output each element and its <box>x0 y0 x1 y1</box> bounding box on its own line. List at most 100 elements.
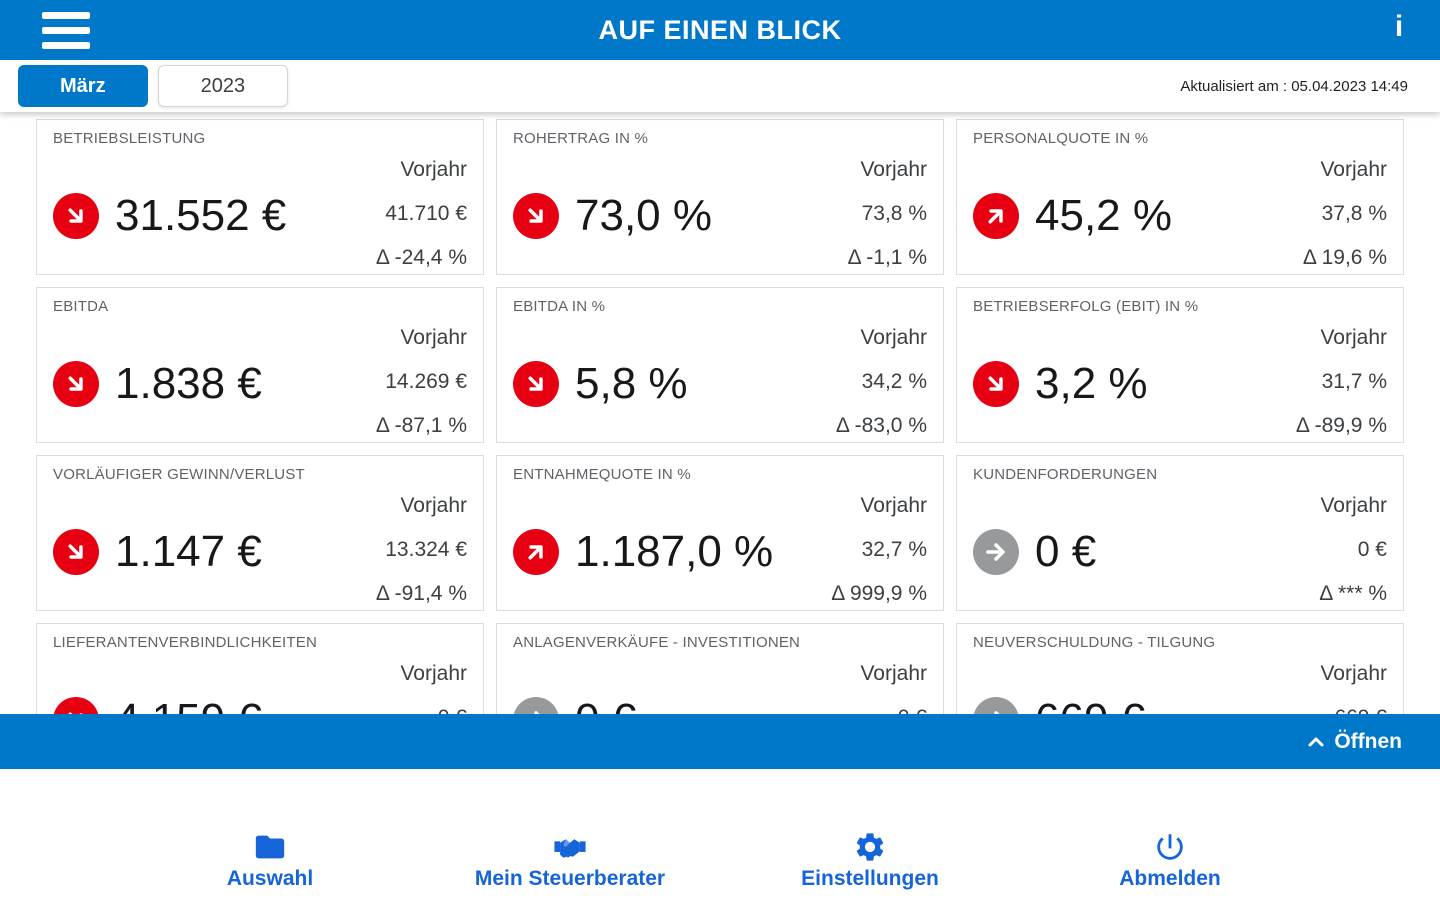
vorjahr-label: Vorjahr <box>400 326 467 349</box>
trend-arrow-icon <box>513 529 559 575</box>
value-row: 3,2 % <box>973 358 1148 410</box>
delta-value: Δ *** % <box>1319 582 1387 605</box>
kpi-card[interactable]: BETRIEBSERFOLG (EBIT) IN % Vorjahr 31,7 … <box>956 287 1404 443</box>
delta-value: Δ -1,1 % <box>847 246 927 269</box>
card-title: BETRIEBSLEISTUNG <box>53 130 206 147</box>
vorjahr-label: Vorjahr <box>860 494 927 517</box>
info-icon[interactable]: i <box>1394 10 1404 43</box>
vorjahr-label: Vorjahr <box>1320 662 1387 685</box>
vorjahr-label: Vorjahr <box>400 662 467 685</box>
vorjahr-value: 13.324 € <box>385 538 467 561</box>
card-value: 45,2 % <box>1035 191 1172 240</box>
trend-arrow-icon <box>973 361 1019 407</box>
trend-arrow-icon <box>53 361 99 407</box>
delta-value: Δ 999,9 % <box>831 582 927 605</box>
vorjahr-column: Vorjahr 34,2 % Δ -83,0 % <box>836 326 927 438</box>
vorjahr-column: Vorjahr 31,7 % Δ -89,9 % <box>1296 326 1387 438</box>
vorjahr-column: Vorjahr 41.710 € Δ -24,4 % <box>376 158 467 270</box>
card-value: 1.838 € <box>115 359 262 408</box>
nav-label: Abmelden <box>1119 867 1221 890</box>
vorjahr-column: Vorjahr 73,8 % Δ -1,1 % <box>848 158 927 270</box>
vorjahr-value: 14.269 € <box>385 370 467 393</box>
trend-arrow-icon <box>53 193 99 239</box>
card-value: 31.552 € <box>115 191 287 240</box>
value-row: 45,2 % <box>973 190 1172 242</box>
vorjahr-column: Vorjahr 37,8 % Δ 19,6 % <box>1303 158 1387 270</box>
kpi-card[interactable]: PERSONALQUOTE IN % Vorjahr 37,8 % Δ 19,6… <box>956 119 1404 275</box>
value-row: 31.552 € <box>53 190 286 242</box>
card-title: NEUVERSCHULDUNG - TILGUNG <box>973 634 1216 651</box>
vorjahr-label: Vorjahr <box>1320 158 1387 181</box>
delta-value: Δ -83,0 % <box>835 414 927 437</box>
value-row: 0 € <box>973 526 1096 578</box>
vorjahr-label: Vorjahr <box>1320 326 1387 349</box>
tab-year[interactable]: 2023 <box>157 65 289 107</box>
vorjahr-column: Vorjahr 32,7 % Δ 999,9 % <box>831 494 927 606</box>
delta-value: Δ -91,4 % <box>375 582 467 605</box>
card-title: EBITDA IN % <box>513 298 606 315</box>
vorjahr-label: Vorjahr <box>860 662 927 685</box>
vorjahr-column: Vorjahr 13.324 € Δ -91,4 % <box>376 494 467 606</box>
card-value: 0 € <box>1035 527 1097 576</box>
card-value: 5,8 % <box>575 359 688 408</box>
delta-value: Δ -87,1 % <box>375 414 467 437</box>
bottom-nav: Auswahl Mein Steuerberater Einstellungen… <box>0 823 1440 900</box>
card-title: LIEFERANTENVERBINDLICHKEITEN <box>53 634 317 651</box>
kpi-card[interactable]: ENTNAHMEQUOTE IN % Vorjahr 32,7 % Δ 999,… <box>496 455 944 611</box>
gear-icon <box>856 833 884 861</box>
period-bar: März 2023 Aktualisiert am : 05.04.2023 1… <box>0 60 1440 112</box>
trend-arrow-icon <box>973 529 1019 575</box>
kpi-card[interactable]: KUNDENFORDERUNGEN Vorjahr 0 € Δ *** % 0 … <box>956 455 1404 611</box>
trend-arrow-icon <box>513 361 559 407</box>
vorjahr-column: Vorjahr 14.269 € Δ -87,1 % <box>376 326 467 438</box>
nav-item-auswahl[interactable]: Auswahl <box>120 823 420 900</box>
bottom-sheet-collapsed-area <box>0 769 1440 823</box>
nav-item-steuerberater[interactable]: Mein Steuerberater <box>420 823 720 900</box>
kpi-card[interactable]: EBITDA IN % Vorjahr 34,2 % Δ -83,0 % 5,8… <box>496 287 944 443</box>
power-icon <box>1157 834 1183 860</box>
delta-value: Δ 19,6 % <box>1302 246 1387 269</box>
nav-item-abmelden[interactable]: Abmelden <box>1020 823 1320 900</box>
vorjahr-label: Vorjahr <box>1320 494 1387 517</box>
trend-arrow-icon <box>973 193 1019 239</box>
card-value: 1.147 € <box>115 527 262 576</box>
trend-arrow-icon <box>53 529 99 575</box>
delta-value: Δ -24,4 % <box>375 246 467 269</box>
vorjahr-value: 0 € <box>1357 538 1387 561</box>
value-row: 5,8 % <box>513 358 688 410</box>
value-row: 73,0 % <box>513 190 712 242</box>
header-bar: AUF EINEN BLICK i <box>0 0 1440 60</box>
handshake-icon <box>554 839 586 858</box>
vorjahr-value: 37,8 % <box>1321 202 1387 225</box>
value-row: 1.187,0 % <box>513 526 773 578</box>
bottom-sheet-handle[interactable]: Öffnen <box>0 714 1440 769</box>
kpi-card[interactable]: ROHERTRAG IN % Vorjahr 73,8 % Δ -1,1 % 7… <box>496 119 944 275</box>
kpi-card[interactable]: BETRIEBSLEISTUNG Vorjahr 41.710 € Δ -24,… <box>36 119 484 275</box>
nav-label: Mein Steuerberater <box>474 867 666 890</box>
kpi-grid: BETRIEBSLEISTUNG Vorjahr 41.710 € Δ -24,… <box>36 119 1404 779</box>
value-row: 1.147 € <box>53 526 262 578</box>
vorjahr-label: Vorjahr <box>400 494 467 517</box>
nav-label: Einstellungen <box>801 867 939 890</box>
kpi-card[interactable]: EBITDA Vorjahr 14.269 € Δ -87,1 % 1.838 … <box>36 287 484 443</box>
card-value: 1.187,0 % <box>575 527 774 576</box>
updated-timestamp: Aktualisiert am : 05.04.2023 14:49 <box>1180 77 1408 95</box>
vorjahr-value: 73,8 % <box>861 202 927 225</box>
card-title: ROHERTRAG IN % <box>513 130 649 147</box>
card-value: 3,2 % <box>1035 359 1148 408</box>
card-title: BETRIEBSERFOLG (EBIT) IN % <box>973 298 1199 315</box>
vorjahr-value: 41.710 € <box>385 202 467 225</box>
card-title: ANLAGENVERKÄUFE - INVESTITIONEN <box>513 634 801 651</box>
hamburger-menu-icon[interactable] <box>42 12 90 49</box>
vorjahr-value: 34,2 % <box>861 370 927 393</box>
chevron-up-icon <box>1308 737 1324 746</box>
kpi-card[interactable]: VORLÄUFIGER GEWINN/VERLUST Vorjahr 13.32… <box>36 455 484 611</box>
vorjahr-label: Vorjahr <box>860 158 927 181</box>
trend-arrow-icon <box>513 193 559 239</box>
nav-item-einstellungen[interactable]: Einstellungen <box>720 823 1020 900</box>
vorjahr-label: Vorjahr <box>860 326 927 349</box>
tab-month[interactable]: März <box>18 65 148 107</box>
sheet-open-label: Öffnen <box>1334 729 1402 753</box>
card-title: VORLÄUFIGER GEWINN/VERLUST <box>53 466 305 483</box>
